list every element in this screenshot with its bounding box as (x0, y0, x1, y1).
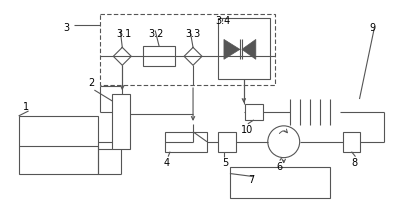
Bar (218, 132, 235, 152)
Text: 3.4: 3.4 (214, 15, 230, 26)
Bar (100, 15, 274, 86)
Bar (229, 167, 329, 198)
Text: 10: 10 (240, 124, 252, 134)
Bar (165, 132, 207, 152)
Text: 7: 7 (247, 174, 254, 184)
Text: 9: 9 (369, 22, 375, 32)
Bar (218, 19, 269, 80)
Bar (342, 132, 360, 152)
Bar (143, 47, 175, 67)
Text: 3.1: 3.1 (116, 28, 131, 38)
Bar (244, 104, 262, 120)
Text: 3.3: 3.3 (184, 28, 200, 38)
Polygon shape (241, 40, 255, 60)
Text: 5: 5 (221, 157, 228, 167)
Bar (112, 95, 130, 149)
Text: 4: 4 (163, 157, 169, 167)
Text: 3.2: 3.2 (148, 28, 163, 38)
Text: 3: 3 (63, 22, 70, 32)
Text: 8: 8 (351, 157, 357, 167)
Polygon shape (223, 40, 239, 60)
Circle shape (267, 126, 299, 158)
Text: 2: 2 (88, 78, 94, 88)
Bar (18, 116, 98, 174)
Text: 1: 1 (22, 101, 29, 111)
Text: 6: 6 (276, 161, 282, 171)
